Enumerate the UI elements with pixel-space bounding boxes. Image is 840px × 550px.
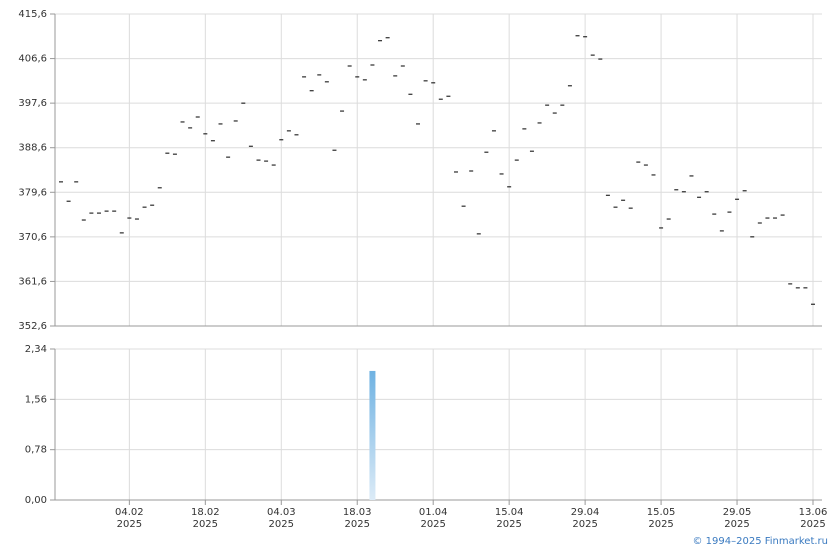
y-tick-label: 379,6 xyxy=(18,187,47,198)
y-tick-label: 415,6 xyxy=(18,9,47,20)
x-tick-label: 29.05 2025 xyxy=(722,507,752,530)
copyright[interactable]: © 1994–2025 Finmarket.ru xyxy=(692,536,828,547)
y-tick-label: 0,00 xyxy=(25,495,47,506)
x-tick-label: 15.04 2025 xyxy=(494,507,524,530)
x-tick-label: 18.03 2025 xyxy=(342,507,372,530)
x-tick-label: 13.06 2025 xyxy=(798,507,828,530)
y-tick-label: 352,6 xyxy=(18,321,47,332)
x-tick-label: 15.05 2025 xyxy=(646,507,676,530)
y-tick-label: 370,6 xyxy=(18,232,47,243)
x-tick-label: 18.02 2025 xyxy=(190,507,220,530)
x-tick-label: 04.03 2025 xyxy=(266,507,296,530)
y-tick-label: 406,6 xyxy=(18,54,47,65)
x-tick-label: 29.04 2025 xyxy=(570,507,600,530)
x-tick-label: 01.04 2025 xyxy=(418,507,448,530)
y-tick-label: 0,78 xyxy=(25,445,47,456)
y-tick-label: 397,6 xyxy=(18,98,47,109)
y-tick-label: 1,56 xyxy=(25,394,47,405)
y-tick-label: 388,6 xyxy=(18,143,47,154)
y-tick-label: 2,34 xyxy=(25,344,47,355)
volume-bar xyxy=(369,370,376,500)
y-tick-label: 361,6 xyxy=(18,276,47,287)
x-tick-label: 04.02 2025 xyxy=(115,507,144,530)
